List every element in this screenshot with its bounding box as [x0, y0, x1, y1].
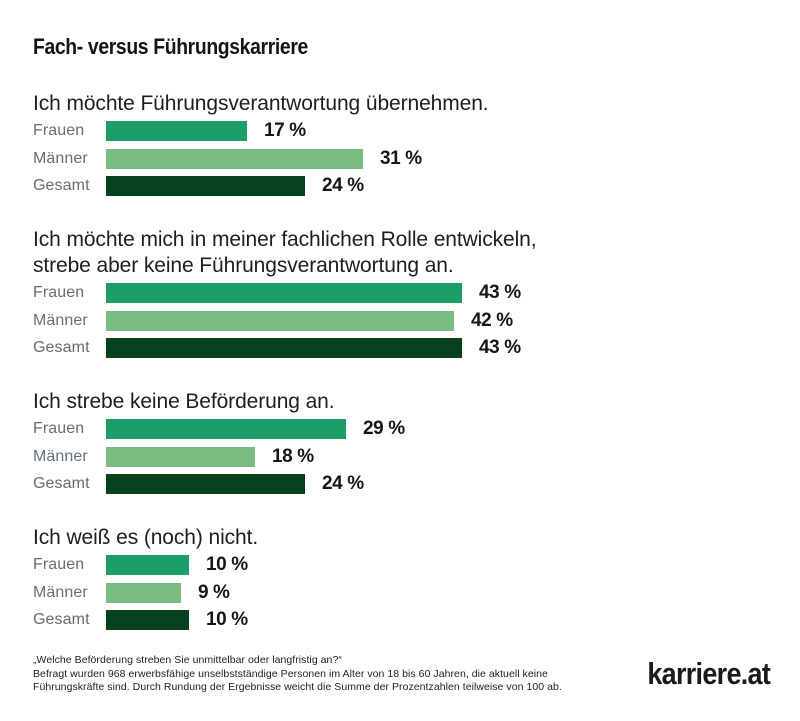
bar-maenner — [106, 148, 363, 169]
group-rows: Frauen 17 % Männer 31 % Gesamt 24 % — [33, 120, 770, 196]
bar-row: Gesamt 10 % — [33, 609, 770, 630]
value-label: 18 % — [272, 445, 314, 467]
value-label: 9 % — [198, 581, 230, 603]
chart-group-4: Ich weiß es (noch) nicht. Frauen 10 % Mä… — [33, 525, 770, 630]
bar-gesamt — [106, 610, 189, 630]
series-label: Gesamt — [33, 475, 90, 492]
bar-row: Frauen 10 % — [33, 554, 770, 575]
series-label: Gesamt — [33, 611, 90, 628]
bar-row: Gesamt 43 % — [33, 337, 770, 358]
value-label: 43 % — [479, 337, 521, 358]
chart-group-3: Ich strebe keine Beförderung an. Frauen … — [33, 389, 770, 494]
value-label: 29 % — [363, 418, 405, 439]
bar-maenner — [106, 582, 181, 603]
series-label: Frauen — [33, 556, 85, 573]
series-label: Männer — [33, 149, 88, 167]
group-rows: Frauen 29 % Männer 18 % Gesamt 24 % — [33, 418, 770, 494]
bar-row: Gesamt 24 % — [33, 175, 770, 196]
bar-row: Frauen 29 % — [33, 418, 770, 439]
series-label: Männer — [33, 447, 88, 465]
series-label: Gesamt — [33, 177, 90, 194]
bar-row: Männer 31 % — [33, 147, 770, 169]
bar-row: Frauen 43 % — [33, 282, 770, 303]
bar-frauen — [106, 121, 247, 141]
series-label: Frauen — [33, 420, 85, 437]
footnote-line-2: Befragt wurden 968 erwerbsfähige unselbs… — [33, 667, 548, 680]
group-rows: Frauen 10 % Männer 9 % Gesamt 10 % — [33, 554, 770, 630]
value-label: 10 % — [206, 609, 248, 630]
bar-maenner — [106, 310, 454, 331]
series-label: Frauen — [33, 122, 85, 139]
bar-gesamt — [106, 176, 305, 196]
bar-row: Frauen 17 % — [33, 120, 770, 141]
bar-frauen — [106, 283, 462, 303]
group-question: Ich möchte mich in meiner fachlichen Rol… — [33, 228, 537, 277]
bar-row: Männer 18 % — [33, 445, 770, 467]
value-label: 42 % — [471, 309, 513, 331]
series-label: Männer — [33, 583, 88, 601]
footnote-line-3: Führungskräfte sind. Durch Rundung der E… — [33, 681, 562, 693]
group-question: Ich weiß es (noch) nicht. — [33, 526, 259, 549]
value-label: 43 % — [479, 282, 521, 303]
value-label: 17 % — [264, 120, 306, 141]
chart-group-2: Ich möchte mich in meiner fachlichen Rol… — [33, 227, 770, 358]
value-label: 31 % — [380, 147, 422, 169]
value-label: 10 % — [206, 554, 248, 575]
value-label: 24 % — [322, 473, 364, 494]
bar-frauen — [106, 419, 346, 439]
footnote-line-1: „Welche Beförderung streben Sie unmittel… — [33, 654, 342, 666]
bar-row: Männer 42 % — [33, 309, 770, 331]
bar-gesamt — [106, 474, 305, 494]
bar-row: Männer 9 % — [33, 581, 770, 603]
series-label: Männer — [33, 311, 88, 329]
bar-chart: Ich möchte Führungsverantwortung überneh… — [33, 91, 770, 630]
bar-row: Gesamt 24 % — [33, 473, 770, 494]
value-label: 24 % — [322, 175, 364, 196]
bar-gesamt — [106, 338, 462, 358]
group-question: Ich möchte Führungsverantwortung überneh… — [33, 92, 489, 115]
survey-footnote: „Welche Beförderung streben Sie unmittel… — [33, 654, 593, 695]
page-title: Fach- versus Führungskarriere — [33, 34, 308, 59]
chart-group-1: Ich möchte Führungsverantwortung überneh… — [33, 91, 770, 196]
bar-frauen — [106, 555, 189, 575]
series-label: Gesamt — [33, 339, 90, 356]
series-label: Frauen — [33, 284, 85, 301]
karriere-at-logo: karriere.at — [647, 656, 771, 691]
bar-maenner — [106, 446, 255, 467]
group-question: Ich strebe keine Beförderung an. — [33, 390, 335, 413]
group-rows: Frauen 43 % Männer 42 % Gesamt 43 % — [33, 282, 770, 358]
